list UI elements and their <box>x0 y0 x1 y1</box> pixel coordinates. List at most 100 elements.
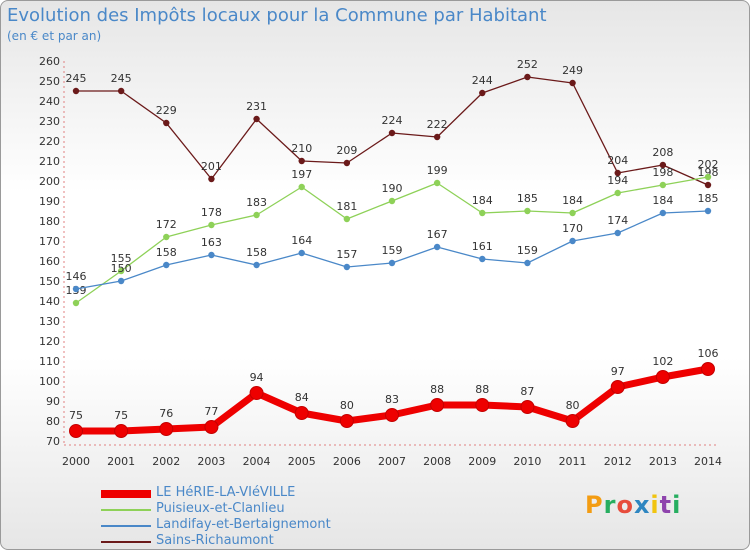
data-point <box>72 87 80 95</box>
x-tick-label: 2014 <box>694 455 722 468</box>
data-point <box>72 299 80 307</box>
data-label: 80 <box>340 399 354 412</box>
data-label: 102 <box>652 355 673 368</box>
data-label: 252 <box>517 58 538 71</box>
data-point <box>433 179 441 187</box>
x-tick-label: 2007 <box>378 455 406 468</box>
data-label: 183 <box>246 196 267 209</box>
logo-letter: t <box>659 491 673 519</box>
data-label: 158 <box>246 246 267 259</box>
logo-letter: P <box>585 491 604 519</box>
data-point <box>343 215 351 223</box>
y-tick-label: 190 <box>39 195 60 208</box>
data-point <box>343 263 351 271</box>
y-tick-label: 100 <box>39 375 60 388</box>
data-point <box>117 277 125 285</box>
y-tick-label: 180 <box>39 215 60 228</box>
data-point <box>614 229 621 237</box>
data-point <box>69 424 83 438</box>
data-point <box>475 398 490 412</box>
legend-label: Sains-Richaumont <box>156 533 274 548</box>
data-point <box>524 207 531 215</box>
data-point <box>659 209 667 217</box>
y-tick-label: 240 <box>39 95 60 108</box>
data-label: 201 <box>201 160 222 173</box>
data-label: 185 <box>698 192 719 205</box>
data-label: 245 <box>66 72 87 85</box>
y-tick-label: 250 <box>39 75 60 88</box>
y-tick-label: 80 <box>46 415 60 428</box>
y-tick-label: 140 <box>39 295 60 308</box>
data-point <box>208 251 215 259</box>
data-point <box>479 89 486 97</box>
data-point <box>430 398 445 412</box>
data-point <box>569 237 576 245</box>
data-point <box>298 183 305 191</box>
data-label: 224 <box>382 114 403 127</box>
logo-letter: i <box>650 491 660 519</box>
data-label: 249 <box>562 64 583 77</box>
data-point <box>208 175 215 183</box>
data-label: 172 <box>156 218 177 231</box>
data-point <box>388 259 396 267</box>
data-label: 163 <box>201 236 222 249</box>
data-point <box>339 414 354 428</box>
legend-swatch <box>101 509 151 511</box>
y-tick-label: 120 <box>39 335 60 348</box>
logo-letter: r <box>603 491 617 519</box>
data-point <box>524 259 531 267</box>
x-tick-label: 2011 <box>559 455 587 468</box>
data-label: 181 <box>336 200 357 213</box>
y-tick-label: 150 <box>39 275 60 288</box>
data-label: 106 <box>698 347 719 360</box>
data-point <box>208 221 215 229</box>
data-label: 88 <box>475 383 489 396</box>
data-label: 229 <box>156 104 177 117</box>
x-tick-label: 2004 <box>243 455 271 468</box>
data-label: 161 <box>472 240 493 253</box>
logo-letter: x <box>633 491 651 519</box>
data-point <box>479 255 486 263</box>
legend-swatch <box>101 525 151 527</box>
data-label: 184 <box>562 194 583 207</box>
data-label: 199 <box>427 164 448 177</box>
data-label: 204 <box>607 154 628 167</box>
series-line <box>75 176 709 304</box>
data-point <box>163 119 170 127</box>
data-label: 210 <box>291 142 312 155</box>
data-point <box>253 261 260 269</box>
data-label: 167 <box>427 228 448 241</box>
data-label: 185 <box>517 192 538 205</box>
y-tick-label: 200 <box>39 175 60 188</box>
data-point <box>249 386 264 400</box>
legend-swatch <box>101 541 151 543</box>
x-tick-label: 2008 <box>423 455 451 468</box>
x-tick-label: 2000 <box>62 455 90 468</box>
data-label: 208 <box>652 146 673 159</box>
data-point <box>565 414 580 428</box>
data-point <box>704 173 712 181</box>
data-label: 194 <box>607 174 628 187</box>
data-label: 87 <box>520 385 534 398</box>
data-label: 146 <box>66 270 87 283</box>
data-label: 231 <box>246 100 267 113</box>
y-tick-label: 90 <box>46 395 60 408</box>
proxiti-logo: Proxiti <box>585 491 681 519</box>
data-point <box>117 87 125 95</box>
x-tick-label: 2005 <box>288 455 316 468</box>
data-point <box>163 261 170 269</box>
data-label: 76 <box>159 407 173 420</box>
data-label: 159 <box>517 244 538 257</box>
y-tick-label: 110 <box>39 355 60 368</box>
data-label: 83 <box>385 393 399 406</box>
data-label: 159 <box>382 244 403 257</box>
data-point <box>659 161 667 169</box>
data-label: 94 <box>250 371 264 384</box>
legend-label: Puisieux-et-Clanlieu <box>156 501 285 516</box>
data-point <box>569 79 576 87</box>
data-point <box>159 422 174 436</box>
y-tick-label: 130 <box>39 315 60 328</box>
data-point <box>253 115 260 123</box>
data-point <box>72 285 80 293</box>
